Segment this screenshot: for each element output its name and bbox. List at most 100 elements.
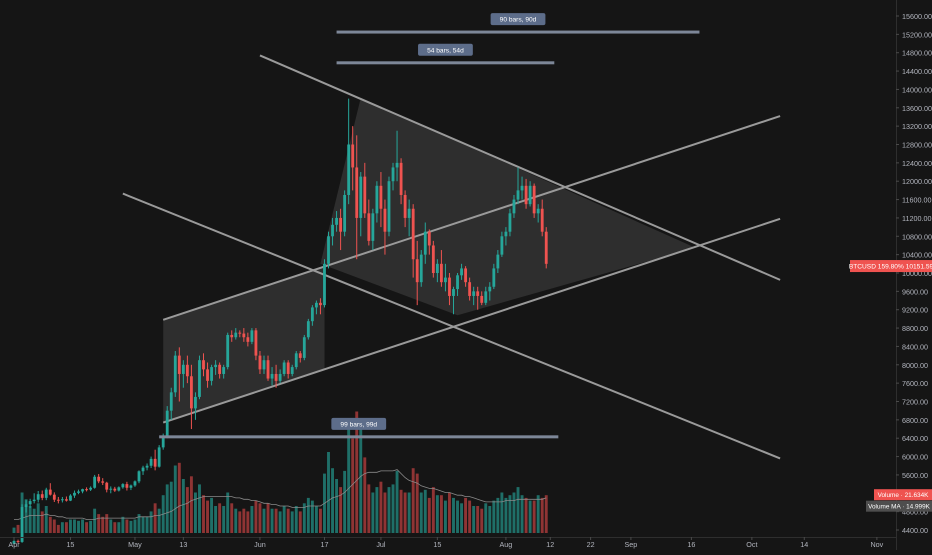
candle-body [258, 355, 262, 370]
candle-body [210, 367, 213, 381]
candle-body [423, 231, 427, 255]
volume-bar [44, 506, 48, 533]
candle-body [93, 476, 97, 488]
candle-body [181, 364, 185, 374]
volume-bar [230, 503, 234, 533]
volume-bar [40, 511, 44, 533]
candle-body [375, 185, 379, 214]
time-axis[interactable]: Apr 15 May 13 Jun 17 Jul 15 Aug 12 22 Sep 16 Oct 14 Nov [8, 537, 884, 549]
price-axis[interactable]: 15600.00 15200.00 14800.00 14400.00 14000.00… [896, 12, 932, 535]
candle-body [230, 334, 234, 338]
volume-tag: Volume · 21.634K [878, 492, 930, 499]
candle-body [464, 268, 468, 283]
candle-body [274, 373, 278, 381]
volume-bar [198, 484, 201, 533]
candle-body [359, 176, 363, 218]
volume-bar [218, 503, 222, 533]
candle-body [306, 321, 310, 338]
candle-body [137, 471, 141, 482]
price-tick-label: 10400.00 [902, 251, 932, 260]
volume-ma-tag-bg [866, 500, 932, 512]
volume-bar [472, 506, 476, 533]
candle-body [141, 467, 145, 472]
candle-body [391, 167, 395, 182]
volume-bar [109, 519, 113, 533]
candle-body [133, 481, 137, 486]
volume-bar [97, 514, 101, 533]
volume-bar [431, 487, 435, 533]
candle-body [468, 282, 472, 296]
candle-body [12, 541, 16, 544]
price-tick-label: 6800.00 [902, 416, 928, 425]
volume-bar [56, 524, 60, 533]
volume-bar [419, 492, 423, 533]
candle-body [206, 369, 209, 381]
volume-bar [448, 492, 451, 533]
volume-bar [177, 462, 181, 533]
volume-bar [355, 411, 359, 533]
candle-body [399, 162, 403, 195]
range-bar [336, 30, 700, 34]
volume-bar [443, 500, 447, 533]
volume-bar [278, 511, 282, 533]
volume-bar [238, 511, 242, 533]
volume-bar [516, 487, 520, 533]
candle-body [101, 481, 105, 483]
candle-body [323, 263, 326, 306]
volume-bar [476, 506, 480, 533]
volume-bar [117, 522, 121, 533]
price-tick-label: 6400.00 [902, 434, 928, 443]
candle-body [435, 263, 439, 273]
volume-bar [375, 487, 379, 533]
volume-bar [508, 495, 512, 533]
volume-bar [327, 452, 330, 533]
volume-bar [165, 484, 169, 533]
volume-bar [24, 499, 28, 533]
candle-body [415, 259, 419, 283]
volume-bar [16, 524, 20, 533]
candle-body [339, 217, 343, 232]
candle-body [266, 360, 270, 379]
candle-body [105, 482, 109, 490]
price-tick-label: 9200.00 [902, 306, 928, 315]
volume-bar [468, 500, 472, 533]
candle-body [194, 396, 197, 409]
volume-bar [407, 492, 411, 533]
time-tick-label: Aug [500, 540, 513, 549]
last-price-tag-bg [850, 260, 932, 273]
volume-bar [93, 508, 97, 533]
candle-body [319, 302, 322, 306]
volume-bar [298, 511, 302, 533]
volume-bar [456, 500, 459, 533]
candle-body [198, 360, 201, 397]
volume-bar [367, 484, 371, 533]
candle-body [528, 185, 532, 205]
candle-body [508, 213, 512, 232]
candle-body [24, 504, 28, 508]
candle-body [516, 190, 520, 200]
volume-bar [359, 427, 363, 533]
candle-body [270, 373, 274, 379]
volume-bar [173, 465, 177, 533]
candle-body [347, 144, 351, 195]
candle-body [351, 144, 355, 168]
price-tick-label: 14000.00 [902, 85, 932, 94]
candle-body [40, 494, 44, 498]
volume-bar [282, 506, 286, 533]
candle-body [222, 367, 226, 374]
candle-body [185, 364, 189, 377]
candle-body [97, 476, 101, 482]
volume-bar [387, 487, 391, 533]
candle-body [161, 435, 165, 448]
candle-body [431, 245, 435, 273]
volume-bar [435, 495, 439, 533]
volume-bar [258, 503, 262, 533]
candle-body [355, 167, 359, 218]
candle-body [60, 499, 64, 501]
candle-body [411, 208, 415, 260]
range-label-box [490, 13, 546, 26]
volume-bar [504, 497, 508, 533]
price-tick-label: 7200.00 [902, 398, 928, 407]
